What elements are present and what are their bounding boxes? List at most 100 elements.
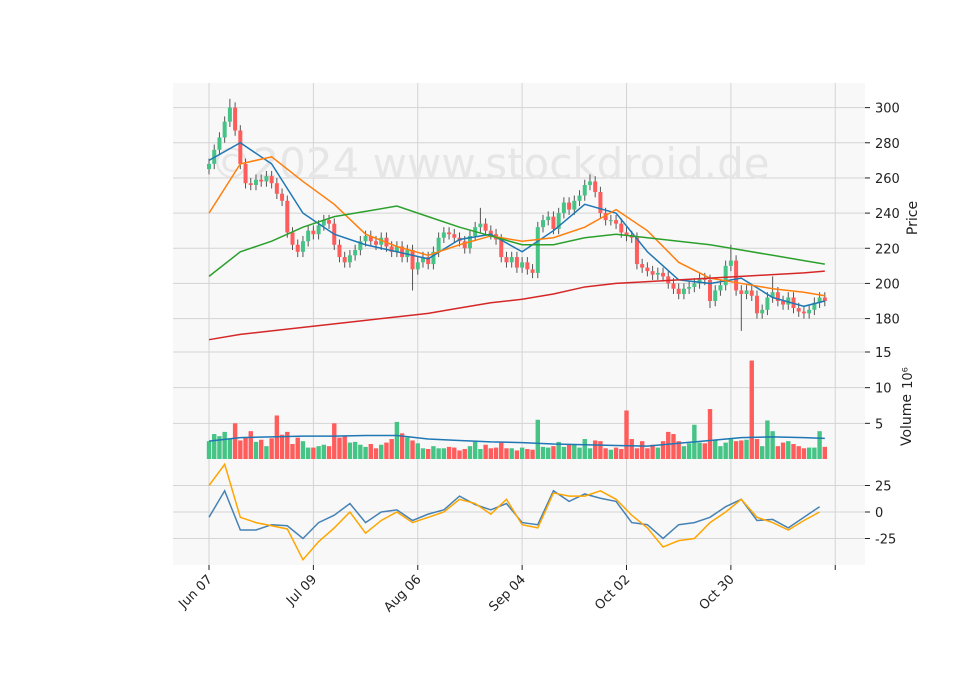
candle-body (321, 220, 326, 226)
candle-body (207, 163, 212, 170)
volume-bar (352, 441, 358, 459)
volume-bar (796, 446, 801, 459)
volume-bar (420, 448, 426, 459)
candle-body (796, 308, 801, 312)
candle-body (640, 264, 645, 268)
volume-bar (248, 431, 253, 459)
y-tick-label: 15 (875, 346, 892, 361)
candle-body (478, 223, 483, 228)
candle-body (525, 262, 530, 270)
volume-bar (780, 442, 786, 459)
volume-bar (702, 443, 707, 459)
volume-bar (342, 436, 347, 459)
volume-bar (770, 431, 775, 459)
volume-bar (718, 446, 723, 459)
candle-body (624, 232, 629, 236)
volume-bar (514, 450, 520, 459)
volume-bar (566, 444, 572, 459)
candle-body (327, 220, 332, 224)
volume-bar (337, 437, 342, 459)
plot-background (173, 83, 865, 565)
candle-body (671, 283, 676, 289)
candle-body (415, 262, 420, 270)
candle-body (295, 244, 300, 252)
candle-body (593, 181, 598, 193)
volume-bar (452, 447, 457, 459)
volume-bar (598, 441, 603, 459)
volume-bar (754, 439, 760, 459)
candle-body (374, 241, 379, 245)
indicator-line (208, 462, 820, 562)
candle-body (248, 183, 253, 185)
volume-bar (603, 448, 608, 459)
moving-average (208, 270, 825, 341)
y-tick-label: 0 (875, 506, 883, 521)
candle-body (572, 200, 577, 210)
volume-average (208, 434, 825, 447)
candle-body (504, 257, 509, 263)
volume-bar (212, 434, 217, 459)
y-tick-label: 25 (875, 480, 892, 495)
candle-body (514, 257, 519, 268)
candle-body (734, 260, 739, 291)
volume-bar (441, 448, 447, 459)
volume-bar (666, 431, 671, 459)
volume-bar (739, 440, 744, 459)
candle-body (608, 220, 613, 222)
x-tick-label: Sep 04 (486, 572, 529, 615)
volume-bar (405, 437, 410, 459)
candle-body (316, 225, 321, 235)
volume-bar (728, 439, 734, 459)
volume-bar (332, 423, 337, 459)
candle-body (462, 241, 467, 249)
volume-bar (425, 449, 431, 459)
y-tick-label: 5 (875, 417, 883, 432)
candle-body (634, 237, 639, 265)
volume-bar (285, 431, 290, 459)
volume-bar (363, 446, 368, 459)
volume-bar (608, 449, 614, 459)
volume-bar (347, 442, 353, 459)
candle-body (274, 183, 279, 194)
watermark: ©2024 www.stockdroid.de (210, 139, 769, 188)
volume-bar (488, 448, 494, 459)
volume-bar (812, 447, 817, 459)
moving-average (208, 205, 825, 277)
candle-body (582, 184, 587, 196)
candle-body (619, 223, 624, 233)
candle-body (728, 260, 733, 266)
candle-body (269, 176, 274, 184)
volume-bar (316, 446, 321, 459)
candle-body (775, 292, 780, 302)
volume-bar (436, 448, 441, 459)
volume-bar (546, 447, 551, 459)
volume-bar (238, 440, 243, 459)
volume-bar (467, 446, 473, 459)
candle-body (598, 192, 603, 214)
candle-body (551, 216, 556, 229)
candle-body (822, 297, 827, 302)
volume-bar (253, 441, 259, 459)
volume-bar (415, 443, 420, 459)
y-tick-label: 280 (875, 137, 900, 152)
y-tick-label: -25 (875, 533, 896, 548)
volume-bar (269, 438, 274, 459)
candle-body (452, 234, 457, 238)
volume-bar (817, 431, 822, 459)
volume-bar (379, 444, 384, 459)
volume-bar (525, 449, 530, 459)
candle-body (280, 193, 285, 201)
candle-body (394, 246, 399, 252)
scale-label: 10⁶ (901, 367, 916, 389)
volume-bar (509, 448, 514, 459)
candle-body (567, 202, 572, 210)
candle-body (786, 297, 791, 305)
volume-bar (645, 448, 650, 459)
volume-bar (655, 447, 661, 459)
candle-body (300, 241, 305, 252)
volume-bar (389, 439, 394, 459)
volume-bar (483, 444, 488, 459)
candle-body (812, 302, 817, 310)
candle-body (723, 265, 728, 286)
